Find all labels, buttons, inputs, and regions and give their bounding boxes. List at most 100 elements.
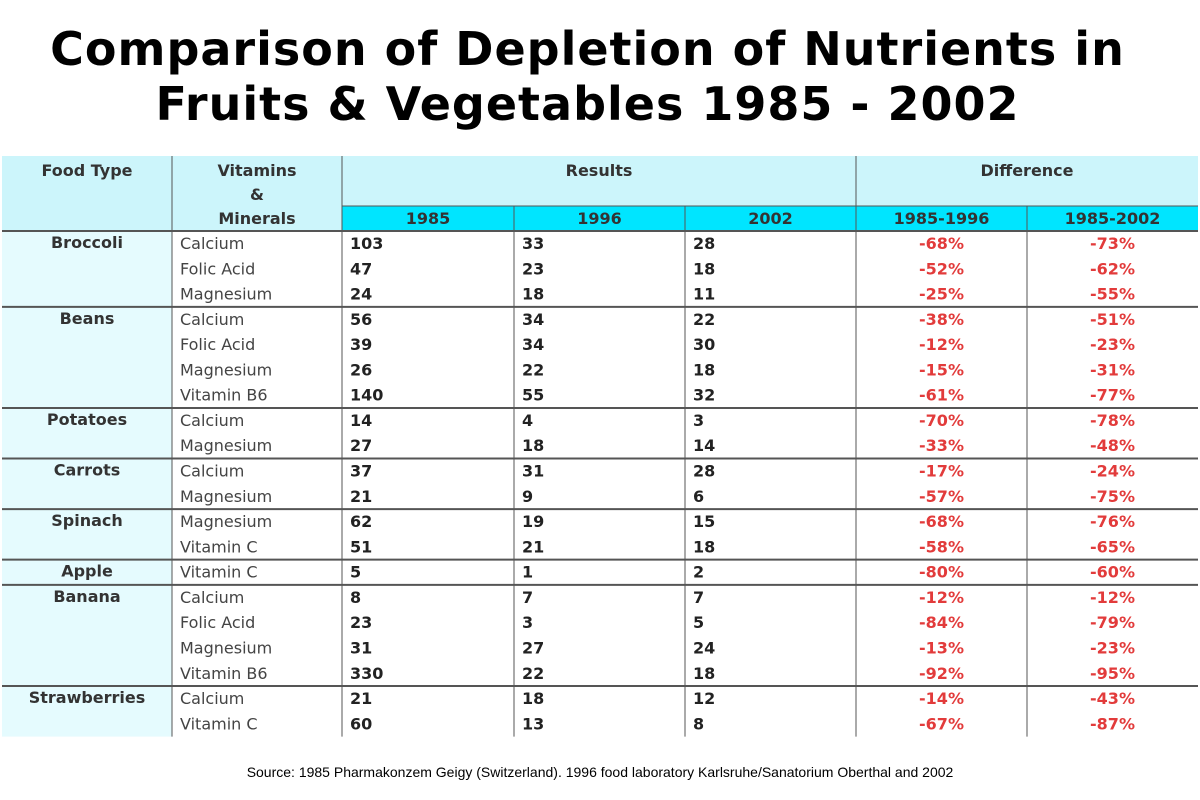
food-label: Spinach	[51, 511, 123, 530]
difference-value: -14%	[919, 689, 964, 708]
food-column-background	[2, 231, 172, 737]
difference-value: -79%	[1090, 613, 1135, 632]
difference-value: -68%	[919, 512, 964, 531]
nutrient-label: Magnesium	[180, 360, 272, 379]
difference-value: -73%	[1090, 234, 1135, 253]
difference-value: -60%	[1090, 563, 1135, 582]
difference-value: -25%	[919, 285, 964, 304]
header-vitamins-minerals: &	[250, 185, 264, 204]
difference-value: -57%	[919, 487, 964, 506]
result-value: 6	[693, 487, 704, 506]
result-value: 34	[522, 310, 544, 329]
nutrient-label: Calcium	[180, 588, 244, 607]
difference-value: -48%	[1090, 436, 1135, 455]
nutrient-label: Magnesium	[180, 638, 272, 657]
difference-value: -84%	[919, 613, 964, 632]
nutrient-label: Magnesium	[180, 285, 272, 304]
difference-value: -23%	[1090, 335, 1135, 354]
result-value: 2	[693, 563, 704, 582]
result-value: 18	[693, 360, 715, 379]
difference-value: -87%	[1090, 714, 1135, 733]
nutrient-label: Folic Acid	[180, 335, 255, 354]
result-value: 18	[693, 537, 715, 556]
difference-value: -58%	[919, 537, 964, 556]
difference-value: -76%	[1090, 512, 1135, 531]
food-label: Potatoes	[47, 410, 127, 429]
food-label: Beans	[60, 309, 115, 328]
result-value: 27	[350, 436, 372, 455]
result-value: 18	[693, 664, 715, 683]
difference-value: -24%	[1090, 462, 1135, 481]
difference-value: -12%	[919, 335, 964, 354]
result-value: 21	[522, 537, 544, 556]
title-line-2: Fruits & Vegetables 1985 - 2002	[155, 77, 1020, 131]
nutrient-table: Food Type Vitamins & Minerals Results Differe…	[2, 156, 1198, 737]
nutrient-label: Folic Acid	[180, 613, 255, 632]
header-food-type: Food Type	[41, 161, 132, 180]
difference-value: -65%	[1090, 537, 1135, 556]
nutrient-label: Vitamin B6	[180, 386, 268, 405]
result-value: 51	[350, 537, 372, 556]
result-value: 28	[693, 462, 715, 481]
difference-value: -55%	[1090, 285, 1135, 304]
result-value: 28	[693, 234, 715, 253]
title-line-1: Comparison of Depletion of Nutrients in	[50, 22, 1125, 76]
food-label: Banana	[53, 587, 120, 606]
difference-value: -61%	[919, 386, 964, 405]
header-year: 1985	[406, 209, 451, 228]
result-value: 60	[350, 714, 372, 733]
result-value: 330	[350, 664, 383, 683]
page-title: Comparison of Depletion of Nutrients in …	[0, 22, 1175, 132]
result-value: 21	[350, 689, 372, 708]
result-value: 56	[350, 310, 372, 329]
result-value: 22	[522, 664, 544, 683]
nutrient-label: Vitamin C	[180, 714, 258, 733]
difference-value: -70%	[919, 411, 964, 430]
result-value: 7	[522, 588, 533, 607]
result-value: 9	[522, 487, 533, 506]
difference-value: -13%	[919, 638, 964, 657]
result-value: 22	[693, 310, 715, 329]
difference-value: -78%	[1090, 411, 1135, 430]
nutrient-label: Vitamin B6	[180, 664, 268, 683]
header-year: 1996	[577, 209, 622, 228]
food-label: Apple	[61, 562, 113, 581]
difference-value: -62%	[1090, 259, 1135, 278]
result-value: 21	[350, 487, 372, 506]
result-value: 5	[693, 613, 704, 632]
result-value: 15	[693, 512, 715, 531]
nutrient-label: Magnesium	[180, 436, 272, 455]
nutrient-label: Magnesium	[180, 512, 272, 531]
header-diff-period: 1985-2002	[1065, 209, 1161, 228]
result-value: 4	[522, 411, 533, 430]
difference-value: -12%	[919, 588, 964, 607]
year-header-background	[342, 206, 1198, 231]
difference-value: -77%	[1090, 386, 1135, 405]
header-difference: Difference	[980, 161, 1073, 180]
header-vitamins-minerals: Vitamins	[217, 161, 296, 180]
difference-value: -51%	[1090, 310, 1135, 329]
result-value: 26	[350, 360, 372, 379]
result-value: 23	[522, 259, 544, 278]
difference-value: -67%	[919, 714, 964, 733]
result-value: 39	[350, 335, 372, 354]
result-value: 34	[522, 335, 544, 354]
nutrient-label: Vitamin C	[180, 537, 258, 556]
result-value: 23	[350, 613, 372, 632]
result-value: 30	[693, 335, 715, 354]
food-label: Carrots	[54, 461, 120, 480]
difference-value: -68%	[919, 234, 964, 253]
result-value: 24	[350, 285, 372, 304]
result-value: 32	[693, 386, 715, 405]
nutrient-label: Calcium	[180, 310, 244, 329]
result-value: 12	[693, 689, 715, 708]
result-value: 27	[522, 638, 544, 657]
food-label: Broccoli	[51, 233, 123, 252]
difference-value: -15%	[919, 360, 964, 379]
header-year: 2002	[748, 209, 793, 228]
header-results: Results	[566, 161, 633, 180]
nutrient-label: Calcium	[180, 689, 244, 708]
result-value: 8	[693, 714, 704, 733]
nutrient-label: Calcium	[180, 411, 244, 430]
header-vitamins-minerals: Minerals	[218, 209, 295, 228]
